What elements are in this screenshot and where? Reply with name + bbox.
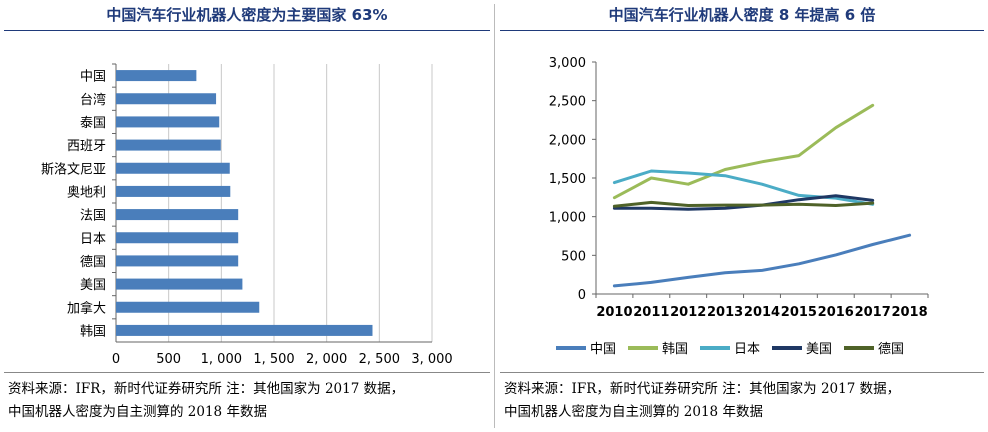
bar-x-tick-label: 2, 000 [306,352,347,367]
line-x-tick-label: 2017 [855,305,891,320]
line-x-tick-label: 2018 [891,305,927,320]
bar-category-label: 斯洛文尼亚 [41,162,106,177]
left-chart-panel: 中国汽车行业机器人密度为主要国家 63% 中国台湾泰国西班牙斯洛文尼亚奥地利法国… [4,6,490,424]
bar-category-label: 奥地利 [67,185,106,200]
series-line-4 [612,194,875,211]
bar-7 [116,209,239,221]
bar-category-label: 西班牙 [67,139,106,154]
line-x-tick-label: 2013 [707,305,743,320]
left-note-line1: 资料来源：IFR，新时代证券研究所 注：其他国家为 2017 数据， [8,381,405,397]
bar-5 [116,162,230,174]
bar-3 [116,116,220,128]
bar-category-label: 韩国 [80,324,106,339]
bar-4 [116,139,221,151]
bar-category-label: 美国 [80,278,106,293]
bar-6 [116,185,231,197]
panel-divider [494,4,495,428]
series-line-1 [612,233,912,288]
right-source-note: 资料来源：IFR，新时代证券研究所 注：其他国家为 2017 数据， 中国机器人… [504,378,984,424]
bar-category-label: 加拿大 [67,300,106,316]
bar-8 [116,232,239,244]
line-y-tick-label: 2,000 [549,133,586,148]
right-bottom-rule [500,372,984,373]
line-x-tick-label: 2016 [818,305,854,320]
bar-category-label: 日本 [80,232,106,247]
right-note-line2: 中国机器人密度为自主测算的 2018 年数据 [504,404,763,420]
bar-x-tick-label: 3, 000 [411,352,452,367]
bar-category-label: 中国 [80,70,106,85]
line-y-tick-label: 1,000 [549,211,586,226]
left-chart-title: 中国汽车行业机器人密度为主要国家 63% [106,6,388,24]
line-x-tick-label: 2012 [670,305,706,320]
bar-1 [116,70,197,82]
line-x-tick-label: 2011 [633,305,669,320]
bar-10 [116,278,243,290]
right-note-line1: 资料来源：IFR，新时代证券研究所 注：其他国家为 2017 数据， [504,381,901,397]
series-line-5 [612,200,875,208]
left-source-note: 资料来源：IFR，新时代证券研究所 注：其他国家为 2017 数据， 中国机器人… [8,378,490,424]
bar-category-label: 台湾 [80,92,106,108]
series-line-3 [612,169,875,206]
bar-x-tick-label: 500 [156,352,181,367]
bar-9 [116,255,239,267]
bar-x-tick-label: 1, 500 [253,352,294,367]
bar-category-label: 法国 [80,209,106,224]
bar-2 [116,93,217,105]
legend-label: 美国 [806,342,832,357]
bar-category-label: 德国 [80,255,106,270]
bar-x-tick-label: 1, 000 [201,352,242,367]
bar-x-tick-label: 0 [112,352,120,367]
right-chart-panel: 中国汽车行业机器人密度 8 年提高 6 倍 0 500 1,000 1,500 2,00… [496,0,988,432]
legend-label: 日本 [734,342,760,357]
line-y-tick-label: 0 [578,288,586,303]
line-x-tick-label: 2015 [781,305,817,320]
line-x-tick-label: 2010 [596,305,632,320]
left-bottom-rule [4,372,490,373]
bar-11 [116,301,260,313]
line-x-tick-label: 2014 [744,305,780,320]
left-title-rule [4,30,490,31]
legend-label: 中国 [590,342,616,357]
legend-label: 韩国 [662,342,688,357]
line-y-tick-label: 2,500 [549,95,586,110]
line-y-tick-label: 1,500 [549,172,586,187]
legend-label: 德国 [878,342,904,357]
right-chart-title: 中国汽车行业机器人密度 8 年提高 6 倍 [608,6,876,24]
right-title-rule [500,30,984,31]
line-y-tick-label: 3,000 [549,56,586,71]
series-line-2 [612,103,875,200]
left-note-line2: 中国机器人密度为自主测算的 2018 年数据 [8,404,267,420]
bar-12 [116,324,373,336]
bar-category-label: 泰国 [80,116,106,131]
line-y-tick-label: 500 [561,249,586,264]
bar-x-tick-label: 2, 500 [359,352,400,367]
